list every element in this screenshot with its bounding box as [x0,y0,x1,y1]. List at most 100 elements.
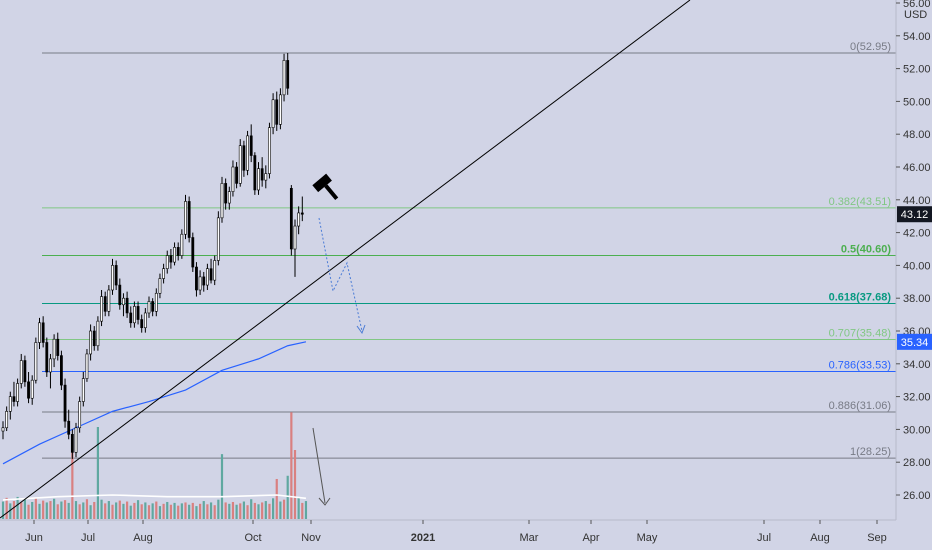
candle [180,229,184,259]
volume-down-arrow[interactable] [312,427,326,504]
hammer-icon [312,173,339,201]
candle [34,337,38,384]
candle [260,157,264,187]
volume-bar [235,504,238,519]
volume-bar [49,501,52,519]
candle [209,258,213,284]
volume-bar [166,501,169,519]
candle [231,160,235,197]
volume-bar [93,501,96,519]
candle [151,298,155,317]
candle [154,288,158,317]
y-tick-label: 28.00 [903,457,931,469]
candle [143,308,147,333]
candle [195,262,198,297]
volume-bar [27,504,30,519]
forecast-arrows[interactable] [312,217,366,506]
volume-bar [304,501,308,519]
candle [162,263,166,284]
volume-bar [9,503,12,519]
volume-bar [242,501,245,519]
y-tick-label: 30.00 [903,424,931,436]
candle [224,178,228,210]
volume-bar [23,499,26,519]
candle [125,291,129,318]
volume-bar [1,501,5,519]
trendline[interactable] [0,0,691,519]
candle [191,232,195,272]
forecast-path[interactable] [318,217,363,332]
candle [206,263,209,290]
volume-bar [71,447,74,519]
trendline-layer[interactable] [0,0,691,519]
volume-bar [82,502,85,519]
x-axis-ticks[interactable]: Jun Jul Aug Oct Nov 2021 Mar Apr May Jul Aug Sep [25,520,887,544]
volume-bar [209,502,213,519]
volume-bar [155,501,158,519]
volume-bar [16,496,19,519]
volume-bar [111,504,114,519]
volume-bar [122,503,125,519]
volume-ma-line [2,494,307,501]
x-tick-label: Apr [582,532,599,544]
candle [169,249,173,269]
volume-bar [301,502,304,519]
candle [16,378,20,407]
candle [103,291,107,317]
volume-bar [293,450,297,519]
price-axis[interactable]: USD [0,0,927,521]
volume-bar [224,502,227,519]
volume-bar [100,499,103,519]
ma-value-tag: 35.34 [901,337,929,349]
volume-down-arrowhead [318,497,331,506]
candle [140,314,144,333]
x-tick-label: Nov [301,532,321,544]
volume-bar [53,498,56,519]
candle [147,296,151,318]
fibonacci-retracement[interactable]: 0(52.95) 0.382(43.51) 0.5(40.60) 0.618(37.6… [42,41,896,459]
candle [100,290,103,327]
volume-bar [282,499,286,519]
volume-bar [63,500,67,519]
candle [59,350,63,391]
candle [133,301,136,328]
volume-bar [144,502,147,519]
candle [198,270,202,295]
volume-bar [188,504,191,519]
volume-bar [45,502,48,519]
candle [289,185,293,256]
fib-level-label: 0.5(40.60) [841,244,891,256]
y-tick-label: 56.00 [903,0,931,10]
volume-bar [162,503,165,519]
volume-ma-layer [2,494,307,501]
volume-bar [151,503,154,519]
volume-bar [195,506,198,519]
candle [129,306,133,328]
volume-bar [34,498,37,519]
volume-bar [107,501,110,519]
candle [1,421,5,440]
candle [8,391,12,420]
candle [227,186,231,210]
volume-bar [253,502,256,519]
last-price-tag-bg [897,206,932,223]
volume-bar [217,499,220,519]
candle [293,219,297,277]
candle [253,152,257,195]
y-tick-label: 46.00 [903,162,931,174]
volume-bar [231,501,235,519]
y-tick-label: 32.00 [903,392,931,404]
candle [282,53,286,102]
volume-bar [177,505,180,519]
volume-bar [74,501,78,519]
candle [257,162,260,195]
volume-bar [115,502,118,519]
volume-bar [42,500,45,519]
volume-bar [184,502,187,519]
volume-bar [286,475,289,519]
candle [216,211,220,266]
candle [74,422,78,458]
y-tick-label: 44.00 [903,195,931,207]
candle [268,122,271,179]
